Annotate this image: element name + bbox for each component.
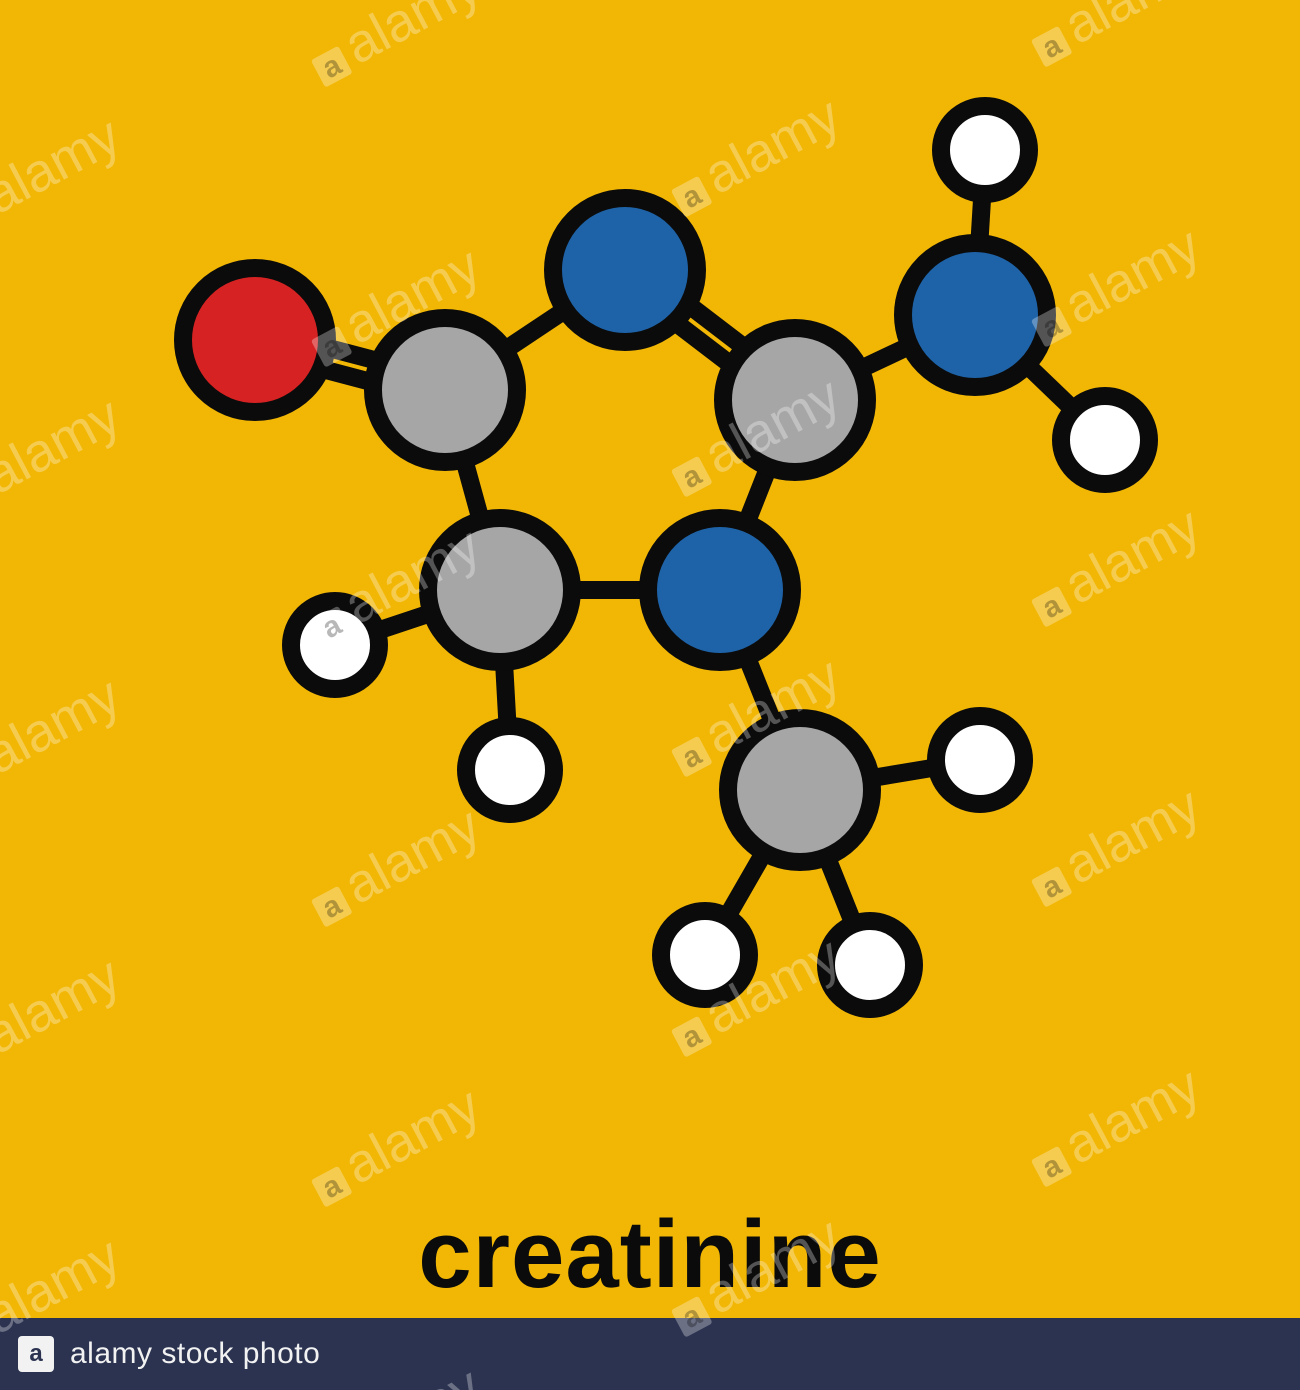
atom-H7b xyxy=(826,921,914,1009)
footer-logo-icon: a xyxy=(18,1336,54,1372)
atom-H3a xyxy=(291,601,379,689)
atom-H6b xyxy=(1061,396,1149,484)
atom-H7a xyxy=(661,911,749,999)
stage: creatinine a alamy stock photo aalamyaal… xyxy=(0,0,1300,1390)
molecule-diagram xyxy=(0,0,1300,1390)
atom-C5 xyxy=(723,328,867,472)
footer-bar: a alamy stock photo xyxy=(0,1318,1300,1390)
footer-text: alamy stock photo xyxy=(70,1337,320,1371)
atom-H7c xyxy=(936,716,1024,804)
atom-C3 xyxy=(428,518,572,662)
atom-N1 xyxy=(553,198,697,342)
atom-O2 xyxy=(183,268,327,412)
atom-N4 xyxy=(648,518,792,662)
atom-C7 xyxy=(728,718,872,862)
atom-C2 xyxy=(373,318,517,462)
atom-H6a xyxy=(941,106,1029,194)
atom-N6 xyxy=(903,243,1047,387)
molecule-title: creatinine xyxy=(0,1200,1300,1310)
atom-H3b xyxy=(466,726,554,814)
atoms-group xyxy=(183,106,1149,1009)
